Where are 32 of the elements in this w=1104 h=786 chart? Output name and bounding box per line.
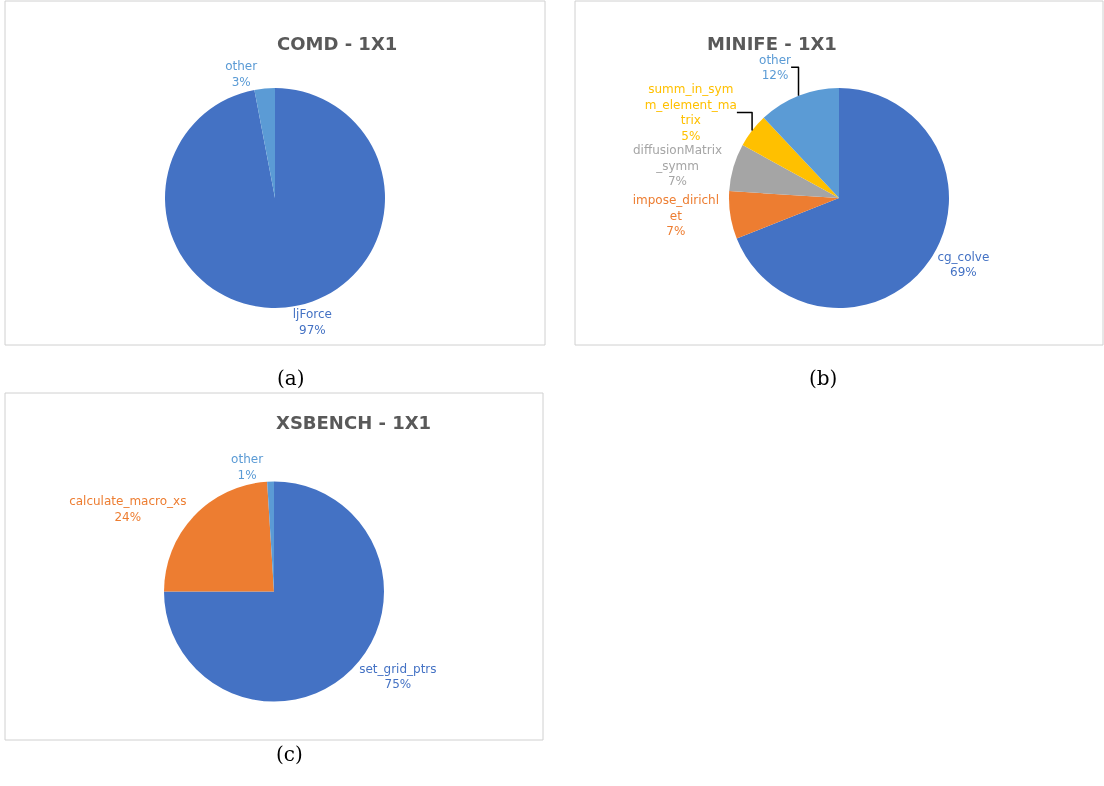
data-label: 3% [231, 74, 251, 89]
slice-label: calculate_macro_xs [69, 494, 187, 509]
data-label: 97% [298, 322, 326, 337]
data-label: 7% [666, 224, 686, 239]
chart-title: XSBENCH - 1X1 [276, 412, 432, 433]
slice-label: cg_colve [937, 249, 990, 264]
pie-slice [763, 88, 839, 198]
slice-label: impose_dirichl et [632, 193, 720, 223]
text: (c) [276, 742, 303, 766]
slice-label: diffusionMatrix _symm [632, 142, 723, 173]
data-label: 7% [667, 174, 688, 189]
text: (b) [809, 366, 838, 390]
pie-slice [254, 88, 275, 198]
slice-label: other [231, 451, 264, 466]
data-label: 1% [237, 467, 257, 482]
chart-title: COMD - 1X1 [277, 33, 398, 54]
pie-slice [729, 191, 839, 239]
slice-label: other [759, 52, 792, 67]
chart-title: MINIFE - 1X1 [707, 33, 837, 54]
data-label: 12% [761, 68, 789, 83]
pie-slice [742, 117, 839, 198]
pie-slice [165, 88, 385, 308]
pie-slice [729, 145, 839, 198]
slice-label: ljForce [292, 307, 332, 322]
data-label: 5% [681, 128, 701, 143]
data-label: 75% [384, 677, 412, 692]
data-label: 24% [114, 510, 142, 525]
slice-label: other [225, 59, 258, 74]
slice-label: set_grid_ptrs [359, 661, 437, 676]
slice-label: summ_in_sym m_element_ma trix [644, 82, 737, 128]
text: (a) [277, 366, 305, 390]
data-label: 69% [950, 265, 977, 280]
